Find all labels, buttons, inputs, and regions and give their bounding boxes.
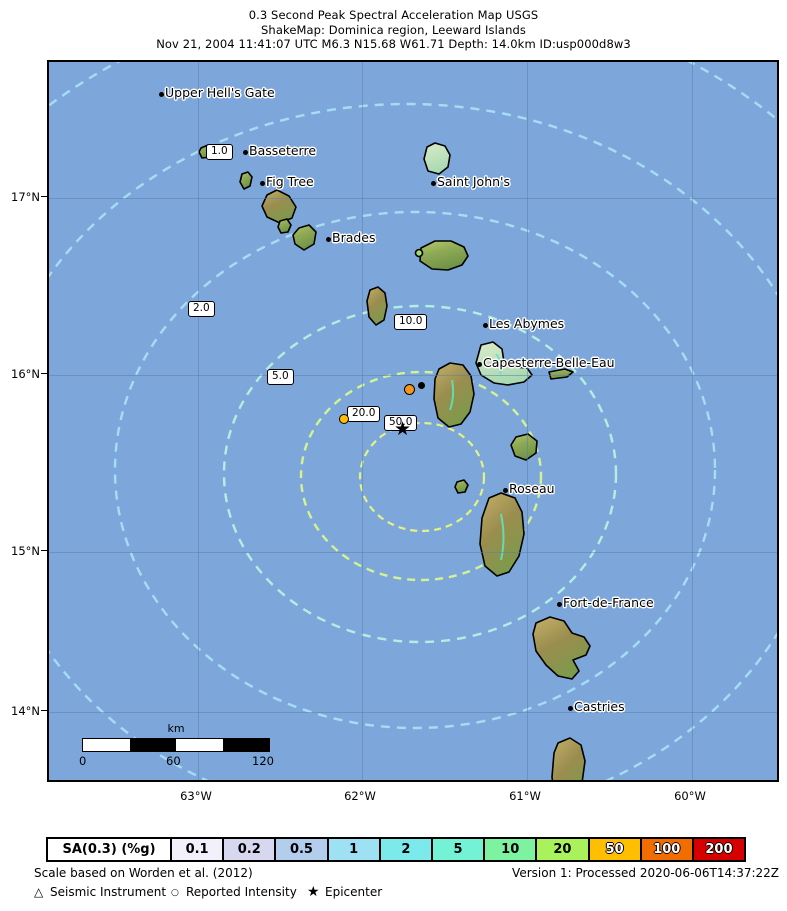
city-label-capesterre-belle-eau: Capesterre-Belle-Eau (483, 355, 615, 370)
grid-line-61w (527, 62, 528, 780)
scale-seg-3 (176, 739, 223, 751)
x-axis-label-62w: 62°W (344, 789, 376, 803)
grid-line-16n (49, 375, 777, 376)
contour-label-20: 20.0 (347, 406, 381, 422)
scale-tick-60: 60 (166, 754, 181, 768)
city-label-saint-johns: Saint John's (437, 174, 510, 189)
seismic-instrument-marker (404, 384, 415, 395)
title-line-3: Nov 21, 2004 11:41:07 UTC M6.3 N15.68 W6… (156, 37, 631, 51)
city-label-upper-hells-gate: Upper Hell's Gate (165, 85, 275, 100)
city-dot-les-abymes (483, 323, 488, 328)
city-label-brades: Brades (332, 230, 376, 245)
scale-tick-0: 0 (79, 754, 87, 768)
y-axis-label-14n: 14°N (11, 704, 40, 718)
y-tick-mark-15n (41, 550, 48, 551)
y-tick-mark-17n (41, 196, 48, 197)
grid-line-17n (49, 198, 777, 199)
y-tick-mark-16n (41, 373, 48, 374)
y-axis-label-15n: 15°N (11, 544, 40, 558)
y-axis-label-16n: 16°N (11, 367, 40, 381)
x-axis-label-61w: 61°W (509, 789, 541, 803)
y-tick-mark-14n (41, 710, 48, 711)
city-dot-brades (326, 237, 331, 242)
title-line-1: 0.3 Second Peak Spectral Acceleration Ma… (248, 8, 539, 22)
contour-label-10: 10.0 (394, 314, 428, 330)
map-graphics-layer (49, 62, 777, 780)
reported-intensity-marker (418, 382, 425, 389)
city-label-roseau: Roseau (509, 481, 555, 496)
scale-credit-text: Scale based on Worden et al. (2012) (34, 866, 253, 880)
legend-epicenter: Epicenter (325, 885, 383, 899)
colorbar-cell-1: 0.2 (224, 839, 277, 860)
city-dot-upper-hells-gate (159, 92, 164, 97)
footer-row-1: Scale based on Worden et al. (2012) Vers… (34, 866, 779, 885)
grid-line-15n (49, 552, 777, 553)
city-dot-roseau (503, 488, 508, 493)
colorbar-title: SA(0.3) (%g) (48, 839, 172, 860)
city-label-fort-de-france: Fort-de-France (563, 595, 654, 610)
city-label-basseterre: Basseterre (249, 143, 317, 158)
seismic-instrument-marker-2 (339, 414, 349, 424)
colorbar-cell-0: 0.1 (172, 839, 225, 860)
shakemap-map[interactable]: Upper Hell's Gate Basseterre Fig Tree Sa… (47, 60, 779, 782)
scale-seg-2 (129, 739, 176, 751)
legend-reported-intensity: Reported Intensity (186, 885, 297, 899)
colorbar-cell-3: 1 (328, 839, 381, 860)
title-line-2: ShakeMap: Dominica region, Leeward Islan… (261, 22, 526, 37)
epicenter-star: ★ (394, 418, 412, 440)
version-text: Version 1: Processed 2020-06-06T14:37:22… (512, 866, 779, 880)
map-canvas[interactable]: Upper Hell's Gate Basseterre Fig Tree Sa… (49, 62, 777, 780)
grid-line-63w (198, 62, 199, 780)
city-label-castries: Castries (574, 699, 625, 714)
map-title-block: 0.3 Second Peak Spectral Acceleration Ma… (0, 8, 787, 52)
scale-bar-unit: km (167, 722, 185, 735)
city-dot-saint-johns (431, 181, 436, 186)
contour-label-1: 1.0 (206, 144, 233, 160)
footer-row-2: △ Seismic Instrument ○ Reported Intensit… (34, 884, 779, 904)
city-dot-castries (568, 706, 573, 711)
colorbar-cell-6: 10 (485, 839, 538, 860)
colorbar-cell-9: 100 (641, 839, 694, 860)
city-dot-fig-tree (260, 181, 265, 186)
colorbar-cell-4: 2 (380, 839, 433, 860)
grid-line-14n (49, 712, 777, 713)
city-dot-basseterre (243, 150, 248, 155)
contour-label-50: 50.0 (384, 415, 418, 431)
intensity-colorbar: SA(0.3) (%g) 0.1 0.2 0.5 1 2 5 10 20 50 … (46, 837, 746, 862)
contour-label-5: 5.0 (267, 369, 294, 385)
scale-seg-1 (83, 739, 130, 751)
scale-bar-ticks: 0 60 120 (79, 754, 274, 768)
colorbar-cell-8: 50 (589, 839, 642, 860)
colorbar-cell-7: 20 (537, 839, 590, 860)
city-label-fig-tree: Fig Tree (266, 174, 314, 189)
contour-label-2: 2.0 (188, 301, 215, 317)
scale-seg-4 (222, 739, 269, 751)
scale-tick-120: 120 (252, 754, 274, 768)
legend-seismic-instrument: Seismic Instrument (50, 885, 167, 899)
grid-line-60w (692, 62, 693, 780)
circle-icon: ○ (171, 888, 179, 898)
colorbar-cell-10: 200 (693, 839, 745, 860)
triangle-icon: △ (34, 885, 44, 899)
city-dot-capesterre-belle-eau (477, 362, 482, 367)
city-label-les-abymes: Les Abymes (489, 316, 565, 331)
x-axis-label-60w: 60°W (674, 789, 706, 803)
star-icon: ★ (307, 884, 320, 900)
map-footer: Scale based on Worden et al. (2012) Vers… (34, 866, 779, 904)
x-axis-label-63w: 63°W (180, 789, 212, 803)
colorbar-cell-2: 0.5 (276, 839, 329, 860)
colorbar-cell-5: 5 (432, 839, 486, 860)
y-axis-label-17n: 17°N (11, 190, 40, 204)
city-dot-fort-de-france (557, 602, 562, 607)
scale-bar-graphic (82, 738, 270, 752)
